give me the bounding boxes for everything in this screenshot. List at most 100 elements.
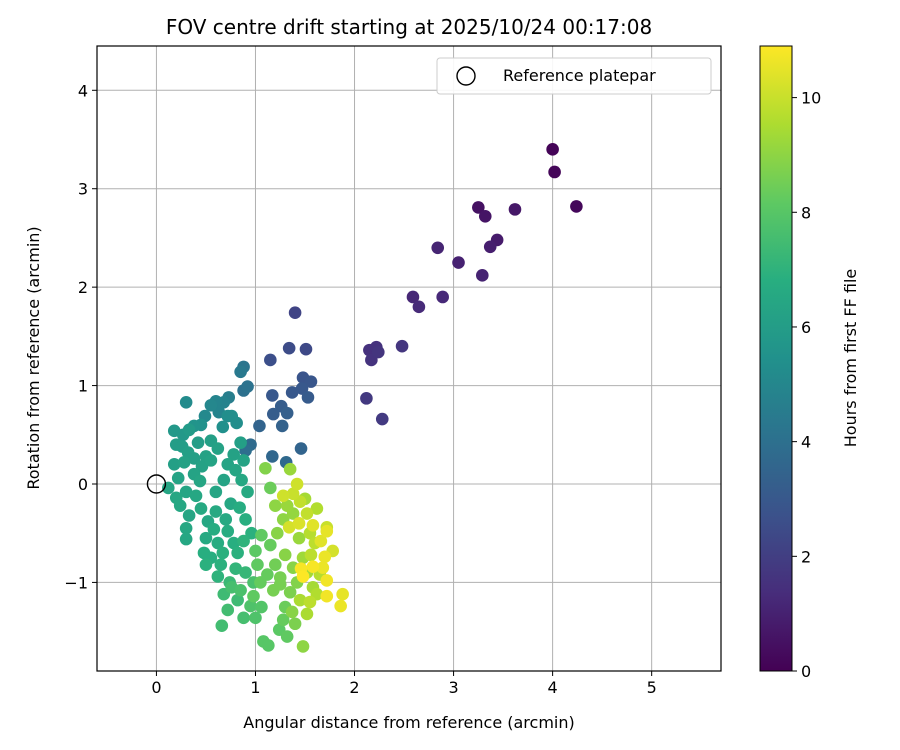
data-point	[375, 412, 389, 426]
data-point	[318, 550, 332, 564]
data-point	[406, 290, 420, 304]
data-point	[231, 546, 244, 560]
reference-platepar-marker	[146, 474, 167, 494]
data-point	[320, 524, 334, 538]
colorbar-tick-label: 6	[801, 318, 811, 337]
data-point	[280, 499, 294, 512]
data-point	[290, 477, 304, 491]
reference-marker-layer	[146, 474, 167, 494]
legend-marker-open-circle	[456, 66, 476, 86]
data-point	[288, 617, 302, 631]
data-point	[209, 505, 223, 518]
data-point	[171, 471, 185, 485]
data-point	[282, 341, 296, 355]
x-axis-label: Angular distance from reference (arcmin)	[243, 713, 574, 732]
data-point	[431, 241, 445, 255]
data-point	[173, 499, 187, 512]
data-point	[336, 587, 349, 601]
data-point	[412, 300, 426, 314]
data-point	[262, 639, 275, 652]
data-point	[283, 462, 297, 476]
data-point	[300, 507, 314, 520]
y-axis-ticks: −1 0 1 2 3 4	[64, 81, 97, 592]
data-point	[247, 589, 260, 603]
data-point	[548, 165, 561, 179]
y-tick-label: 0	[78, 475, 88, 494]
data-point	[286, 487, 300, 501]
x-tick-label: 1	[250, 678, 260, 697]
data-point	[177, 456, 191, 469]
data-point	[231, 593, 244, 607]
legend: Reference platepar	[436, 57, 712, 95]
data-point	[282, 520, 296, 534]
plot-area: 0 1 2 3 4 5 −1 0 1 2 3 4	[64, 45, 722, 697]
data-point	[211, 442, 225, 455]
data-point	[371, 345, 385, 359]
data-point	[304, 375, 318, 388]
data-point	[276, 613, 290, 627]
data-point	[227, 536, 240, 550]
data-point	[199, 531, 213, 545]
data-point	[167, 458, 181, 471]
data-point	[267, 407, 280, 421]
data-point	[268, 558, 282, 572]
colorbar-gradient	[759, 45, 793, 672]
data-point	[334, 599, 347, 613]
y-axis-label: Rotation from reference (arcmin)	[24, 226, 43, 489]
data-point	[221, 409, 235, 423]
colorbar-tick-label: 2	[801, 547, 811, 566]
legend-label: Reference platepar	[503, 66, 656, 85]
legend-box	[436, 57, 712, 95]
data-point	[195, 459, 209, 473]
data-point	[221, 603, 235, 617]
data-point	[237, 611, 250, 625]
data-point	[266, 389, 279, 402]
data-point	[306, 519, 320, 532]
data-point	[189, 489, 203, 503]
data-point	[209, 485, 223, 499]
data-point	[264, 538, 277, 552]
data-point	[204, 454, 218, 467]
data-point	[245, 526, 258, 540]
data-point	[285, 605, 299, 619]
data-point	[219, 513, 233, 526]
data-point	[193, 474, 207, 488]
data-point	[179, 485, 193, 499]
data-point	[264, 353, 277, 367]
data-point	[216, 420, 230, 434]
data-point	[310, 502, 324, 515]
data-point	[570, 200, 583, 213]
data-point	[179, 395, 193, 409]
data-point	[191, 436, 205, 449]
data-point	[239, 566, 252, 579]
data-point	[299, 342, 313, 356]
data-point	[360, 392, 373, 405]
data-point	[237, 534, 250, 548]
data-point	[303, 595, 317, 609]
data-point	[229, 463, 242, 477]
data-point	[452, 256, 465, 269]
data-point	[239, 513, 252, 526]
data-point	[316, 561, 330, 574]
data-point	[292, 531, 306, 545]
data-point	[270, 526, 284, 540]
data-point	[283, 585, 297, 599]
data-point	[251, 558, 264, 572]
y-tick-label: 4	[78, 81, 88, 100]
data-point	[280, 406, 294, 420]
colorbar-tick-label: 10	[801, 89, 821, 108]
data-point	[182, 423, 196, 437]
data-point	[207, 522, 221, 536]
data-point	[234, 583, 247, 597]
data-point	[293, 593, 307, 607]
data-point	[244, 599, 257, 613]
data-point	[229, 562, 242, 575]
data-point	[227, 448, 240, 461]
data-point	[215, 619, 229, 633]
axes-frame	[96, 45, 722, 672]
data-point	[314, 534, 328, 548]
y-tick-label: −1	[64, 573, 88, 592]
data-point	[268, 499, 282, 512]
data-point	[320, 574, 334, 587]
x-tick-label: 4	[548, 678, 558, 697]
